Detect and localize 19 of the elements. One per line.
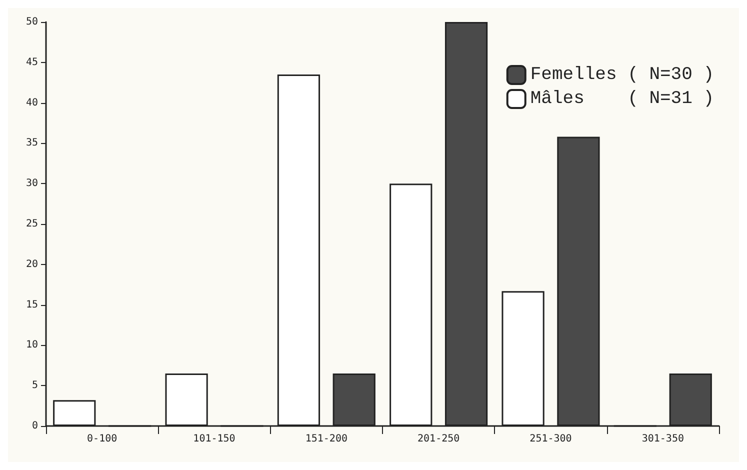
x-tick-label: 151-200 <box>305 434 348 444</box>
x-tick-label: 101-150 <box>193 434 236 444</box>
y-tick-label: 50 <box>26 16 38 28</box>
x-tick-label: 201-250 <box>418 434 460 444</box>
y-tick-label: 20 <box>26 258 38 270</box>
y-tick-label: 40 <box>26 97 38 108</box>
x-tick-label: 251-300 <box>530 434 572 444</box>
y-tick-label: 30 <box>26 178 38 190</box>
y-tick-label: 25 <box>26 218 38 230</box>
y-tick-label: 15 <box>26 299 38 310</box>
x-tick-label: 301-350 <box>642 434 684 444</box>
y-tick-label: 5 <box>32 380 38 392</box>
legend-label: Femelles ( N=30 ) <box>530 65 714 85</box>
legend-label: Mâles ( N=31 ) <box>530 89 714 109</box>
y-tick-label: 35 <box>26 138 38 149</box>
x-tick-label: 0-100 <box>87 434 118 444</box>
y-tick-label: 0 <box>32 420 38 432</box>
y-tick-label: 10 <box>26 340 38 351</box>
y-tick-label: 45 <box>26 56 38 68</box>
